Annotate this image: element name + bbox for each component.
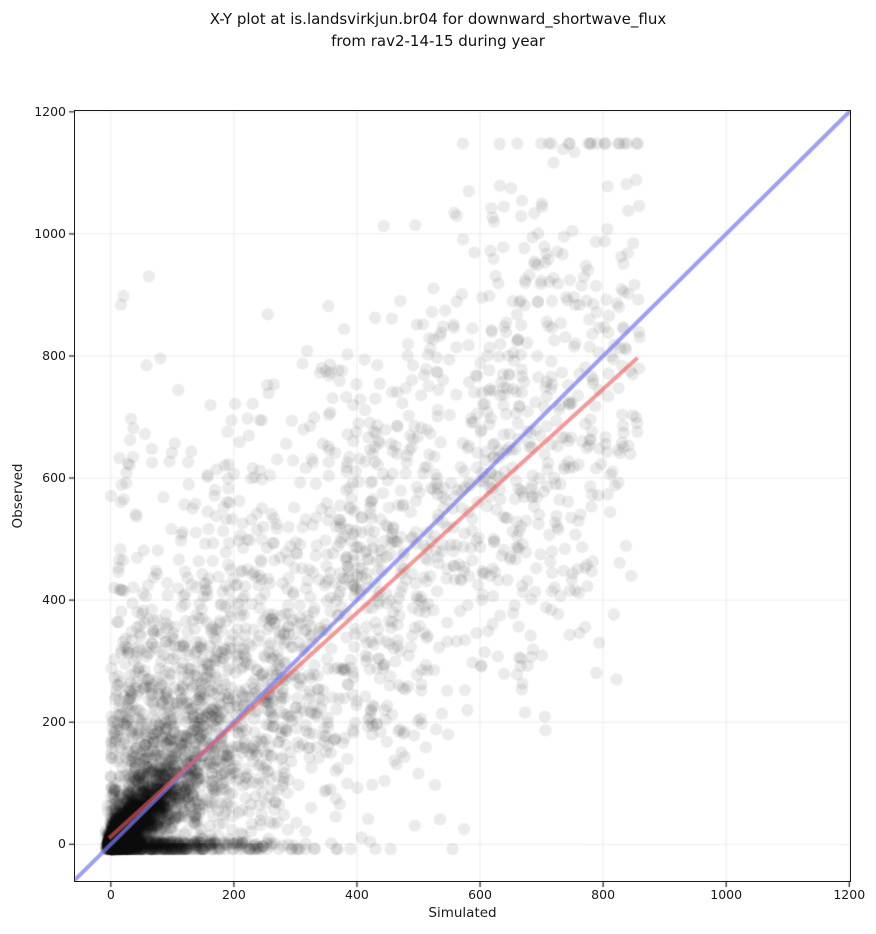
y-tick-label: 800 — [42, 347, 66, 363]
chart-title: X-Y plot at is.landsvirkjun.br04 for dow… — [0, 8, 876, 52]
x-tick-label: 0 — [106, 887, 115, 902]
chart-title-line2: from rav2-14-15 during year — [331, 32, 545, 50]
y-tick-label: 0 — [58, 836, 66, 852]
x-tick-label: 800 — [591, 887, 616, 902]
y-tick-label: 1000 — [34, 225, 66, 241]
x-axis-label: Simulated — [428, 905, 497, 921]
x-tick-label: 400 — [345, 887, 369, 902]
x-tick-label: 200 — [221, 887, 246, 902]
x-tick-label: 1000 — [710, 887, 743, 902]
x-tick-label: 1200 — [833, 887, 866, 902]
chart-title-line1: X-Y plot at is.landsvirkjun.br04 for dow… — [209, 10, 667, 28]
y-tick-label: 1200 — [34, 103, 66, 119]
y-tick-label: 600 — [42, 470, 66, 486]
y-tick-label: 200 — [42, 714, 66, 730]
x-tick-label: 600 — [468, 887, 492, 902]
y-tick-label: 400 — [42, 592, 66, 608]
